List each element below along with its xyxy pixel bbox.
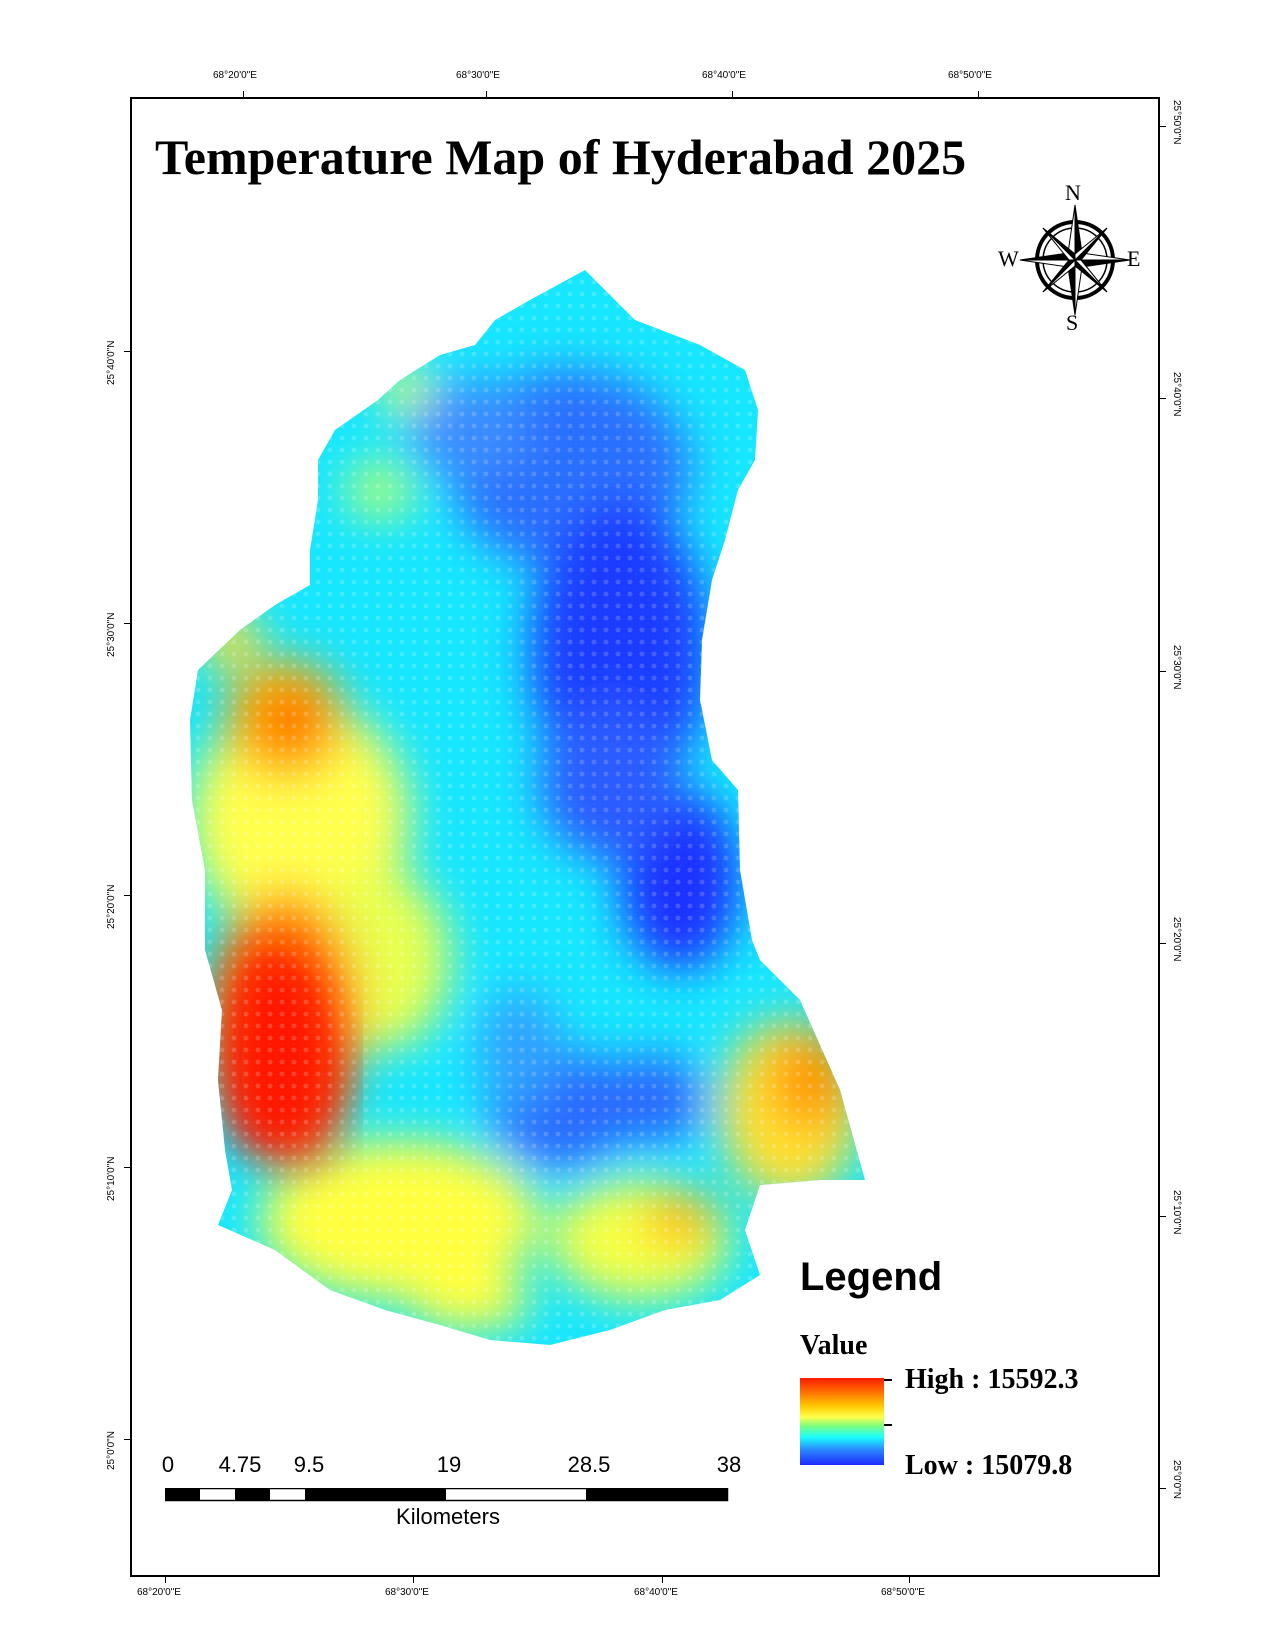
scale-unit-label: Kilometers: [396, 1504, 500, 1529]
right-latitude-label: 25°50'0"N: [1171, 100, 1182, 145]
scale-bar: [165, 1488, 729, 1502]
legend-field-label: Value: [800, 1330, 868, 1361]
right-latitude-label: 25°10'0"N: [1171, 1190, 1182, 1235]
bottom-tick: [662, 1577, 663, 1583]
right-tick: [1160, 1488, 1166, 1489]
top-longitude-label: 68°30'0"E: [456, 70, 500, 81]
right-latitude-label: 25°40'0"N: [1171, 372, 1182, 417]
right-tick: [1160, 126, 1166, 127]
left-latitude-label: 25°40'0"N: [106, 340, 117, 386]
bottom-longitude-label: 68°40'0"E: [634, 1587, 678, 1598]
top-longitude-label: 68°50'0"E: [948, 70, 992, 81]
bottom-longitude-label: 68°20'0"E: [137, 1587, 181, 1598]
top-tick: [732, 91, 733, 97]
left-tick: [124, 351, 130, 352]
map-region: [190, 270, 865, 1345]
top-tick: [978, 91, 979, 97]
bottom-tick: [909, 1577, 910, 1583]
left-tick: [124, 895, 130, 896]
bottom-longitude-label: 68°30'0"E: [385, 1587, 429, 1598]
left-tick: [124, 1167, 130, 1168]
scale-label: 38: [716, 1452, 742, 1477]
legend-mid-tick: [884, 1424, 892, 1426]
legend-high-value: High : 15592.3: [905, 1364, 1079, 1395]
bottom-longitude-label: 68°50'0"E: [881, 1587, 925, 1598]
north-arrow-compass-icon: [1019, 204, 1131, 316]
legend-low-value: Low : 15079.8: [905, 1450, 1073, 1481]
left-tick: [124, 623, 130, 624]
right-latitude-label: 25°0'0"N: [1171, 1460, 1182, 1499]
left-tick: [124, 1439, 130, 1440]
legend-color-ramp: [800, 1378, 884, 1465]
left-latitude-label: 25°10'0"N: [106, 1156, 117, 1202]
left-latitude-label: 25°0'0"N: [106, 1431, 117, 1470]
map-title: Temperature Map of Hyderabad 2025: [155, 129, 967, 185]
scale-label: 4.75: [218, 1452, 262, 1477]
compass-north-label: N: [1065, 180, 1081, 205]
scale-label: 0: [161, 1452, 175, 1477]
map-frame: [130, 97, 1160, 1577]
right-tick: [1160, 943, 1166, 944]
bottom-tick: [165, 1577, 166, 1583]
legend-title: Legend: [800, 1255, 943, 1299]
scale-label: 9.5: [293, 1452, 325, 1477]
right-latitude-label: 25°20'0"N: [1171, 917, 1182, 962]
top-longitude-label: 68°20'0"E: [213, 70, 257, 81]
top-longitude-label: 68°40'0"E: [702, 70, 746, 81]
left-latitude-label: 25°20'0"N: [106, 884, 117, 930]
right-tick: [1160, 671, 1166, 672]
left-latitude-label: 25°30'0"N: [106, 612, 117, 658]
scale-label: 19: [436, 1452, 462, 1477]
right-tick: [1160, 1216, 1166, 1217]
compass-south-label: S: [1066, 310, 1079, 335]
scale-label: 28.5: [567, 1452, 611, 1477]
top-tick: [486, 91, 487, 97]
compass-west-label: W: [998, 246, 1019, 271]
compass-east-label: E: [1127, 246, 1141, 271]
right-tick: [1160, 398, 1166, 399]
right-latitude-label: 25°30'0"N: [1171, 645, 1182, 690]
bottom-tick: [413, 1577, 414, 1583]
legend-high-tick: [884, 1379, 892, 1381]
top-tick: [243, 91, 244, 97]
